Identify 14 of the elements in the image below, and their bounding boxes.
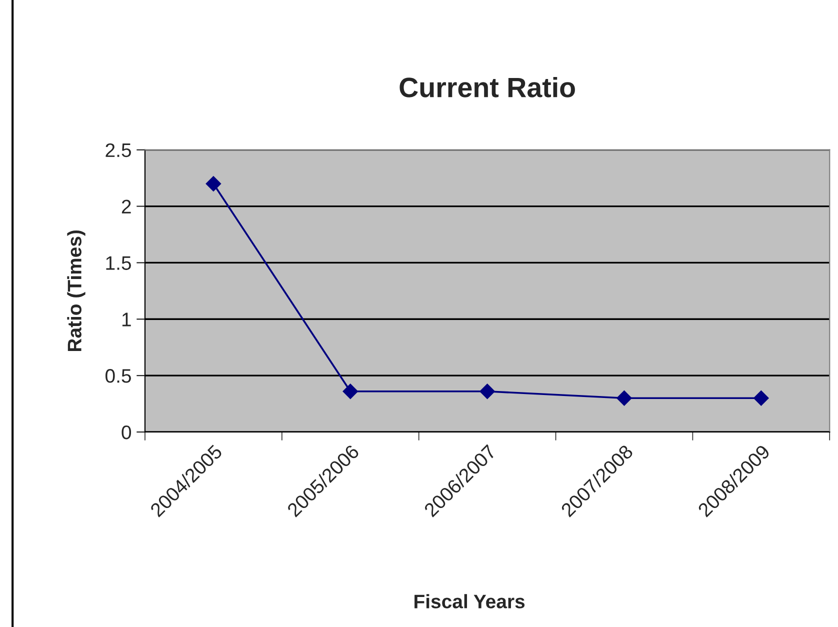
chart-title: Current Ratio [400, 76, 575, 98]
point [616, 390, 632, 406]
y-tick-label: 1.5 [106, 256, 131, 270]
y-tick-label: 0 [122, 425, 132, 440]
x-axis-title: Fiscal Years [414, 594, 525, 608]
point [754, 390, 769, 406]
y-tick-label: 2.5 [106, 143, 131, 158]
point [342, 384, 358, 399]
y-tick-label: 2 [122, 200, 131, 214]
point [480, 384, 495, 399]
y-axis-title: Ratio (Times) [67, 230, 86, 352]
y-tick-label: 1 [122, 312, 131, 326]
y-tick-label: 0.5 [106, 369, 131, 383]
point [206, 176, 222, 192]
